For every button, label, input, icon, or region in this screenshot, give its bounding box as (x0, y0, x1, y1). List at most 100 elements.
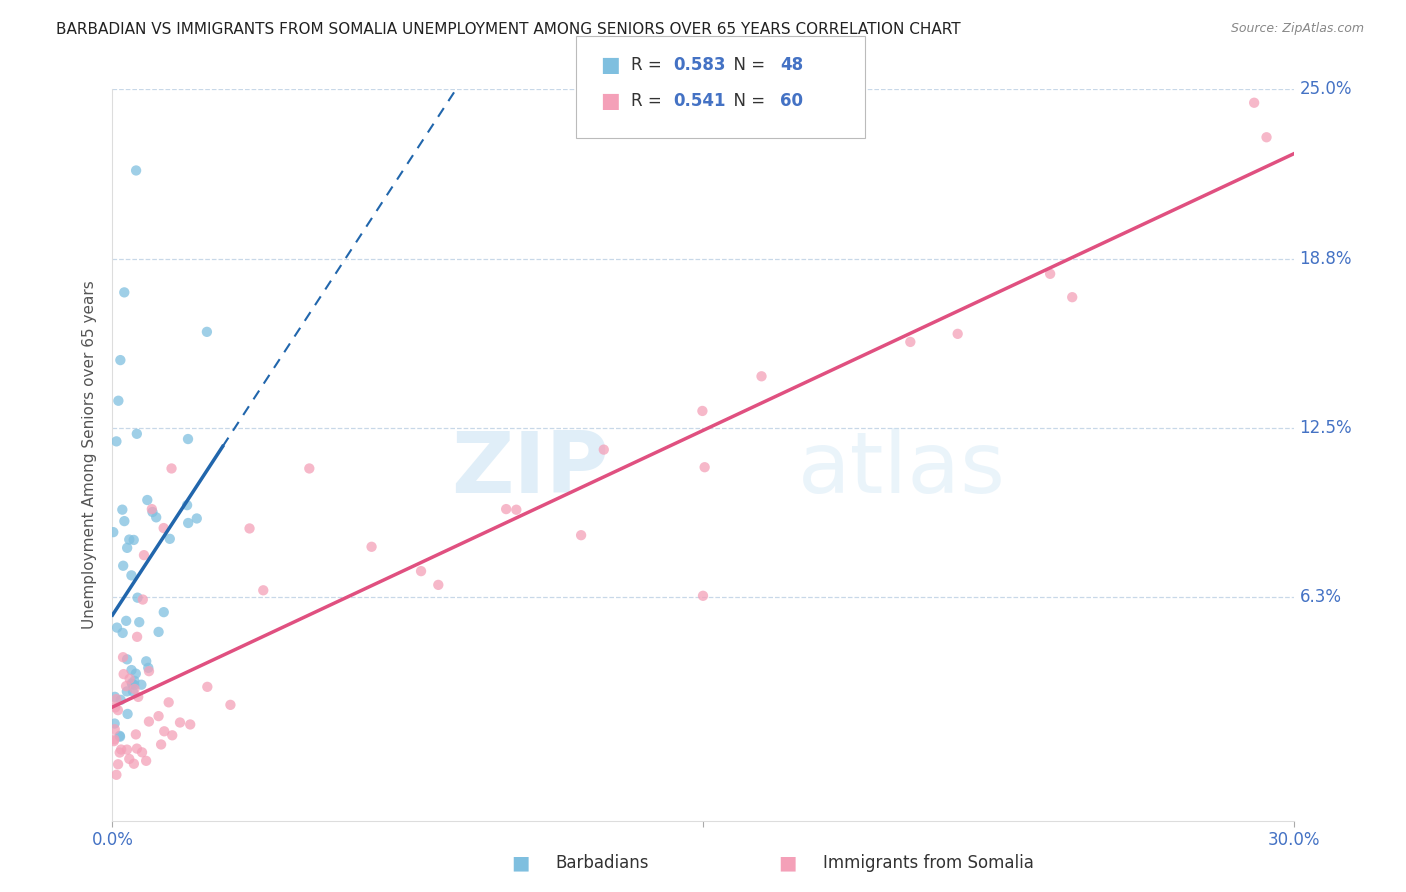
Text: N =: N = (723, 56, 770, 74)
Point (145, 510, 167, 524)
Point (427, 578, 450, 592)
Text: 0.541: 0.541 (673, 92, 725, 110)
Point (112, 514, 135, 528)
Point (131, 678, 153, 692)
Point (103, 732, 125, 747)
Text: 60: 60 (780, 92, 803, 110)
Point (118, 533, 141, 547)
Point (751, 369, 773, 384)
Point (108, 730, 131, 744)
Point (177, 432, 200, 446)
Point (1039, 267, 1062, 281)
Point (107, 757, 129, 772)
Point (132, 548, 155, 562)
Point (157, 695, 180, 709)
Point (153, 724, 176, 739)
Point (169, 715, 191, 730)
Point (186, 511, 208, 525)
Point (124, 673, 146, 688)
Point (124, 678, 146, 692)
Text: 12.5%: 12.5% (1299, 419, 1353, 437)
Point (152, 521, 174, 535)
Point (148, 709, 170, 723)
Point (141, 502, 163, 516)
Text: R =: R = (631, 56, 668, 74)
Point (108, 729, 131, 743)
Point (127, 591, 149, 605)
Point (121, 677, 143, 691)
Point (121, 663, 143, 677)
Point (179, 717, 201, 731)
Point (118, 752, 141, 766)
Text: ■: ■ (778, 854, 797, 872)
Point (569, 528, 592, 542)
Point (117, 706, 139, 721)
Point (105, 434, 128, 449)
Text: Source: ZipAtlas.com: Source: ZipAtlas.com (1230, 22, 1364, 36)
Point (105, 621, 128, 635)
Point (115, 541, 138, 555)
Point (110, 742, 132, 756)
Point (125, 163, 148, 178)
Point (122, 533, 145, 547)
Point (120, 568, 142, 582)
Point (692, 404, 714, 418)
Point (946, 326, 969, 341)
Point (177, 516, 200, 530)
Point (252, 583, 274, 598)
Point (111, 502, 134, 516)
Point (162, 728, 184, 742)
Point (125, 727, 148, 741)
Point (1256, 130, 1278, 145)
Point (360, 540, 382, 554)
Point (105, 768, 128, 782)
Point (693, 460, 716, 475)
Y-axis label: Unemployment Among Seniors over 65 years: Unemployment Among Seniors over 65 years (82, 281, 97, 629)
Point (150, 738, 173, 752)
Point (219, 698, 242, 712)
Point (195, 325, 218, 339)
Point (125, 741, 148, 756)
Point (592, 442, 614, 457)
Point (108, 746, 131, 760)
Point (138, 714, 160, 729)
Point (138, 664, 160, 678)
Point (1062, 290, 1084, 304)
Text: BARBADIAN VS IMMIGRANTS FROM SOMALIA UNEMPLOYMENT AMONG SENIORS OVER 65 YEARS CO: BARBADIAN VS IMMIGRANTS FROM SOMALIA UNE… (56, 22, 960, 37)
Point (127, 690, 149, 704)
Point (238, 521, 260, 535)
Point (152, 605, 174, 619)
Point (159, 532, 181, 546)
Text: 48: 48 (780, 56, 803, 74)
Point (104, 700, 127, 714)
Point (298, 461, 321, 475)
Point (115, 652, 138, 666)
Text: ZIP: ZIP (451, 428, 609, 511)
Point (505, 502, 527, 516)
Point (115, 614, 138, 628)
Point (176, 498, 198, 512)
Point (115, 742, 138, 756)
Text: R =: R = (631, 92, 668, 110)
Text: N =: N = (723, 92, 770, 110)
Point (135, 754, 157, 768)
Point (148, 624, 170, 639)
Point (104, 690, 127, 704)
Point (135, 654, 157, 668)
Point (105, 692, 128, 706)
Point (115, 679, 138, 693)
Point (132, 592, 155, 607)
Point (1243, 95, 1265, 110)
Point (692, 589, 714, 603)
Text: atlas: atlas (797, 428, 1005, 511)
Point (104, 716, 127, 731)
Text: 6.3%: 6.3% (1299, 588, 1341, 607)
Point (898, 334, 921, 349)
Text: ■: ■ (600, 55, 620, 75)
Point (121, 676, 143, 690)
Point (103, 734, 125, 748)
Point (160, 461, 183, 475)
Text: ■: ■ (510, 854, 530, 872)
Point (128, 615, 150, 629)
Point (110, 353, 132, 368)
